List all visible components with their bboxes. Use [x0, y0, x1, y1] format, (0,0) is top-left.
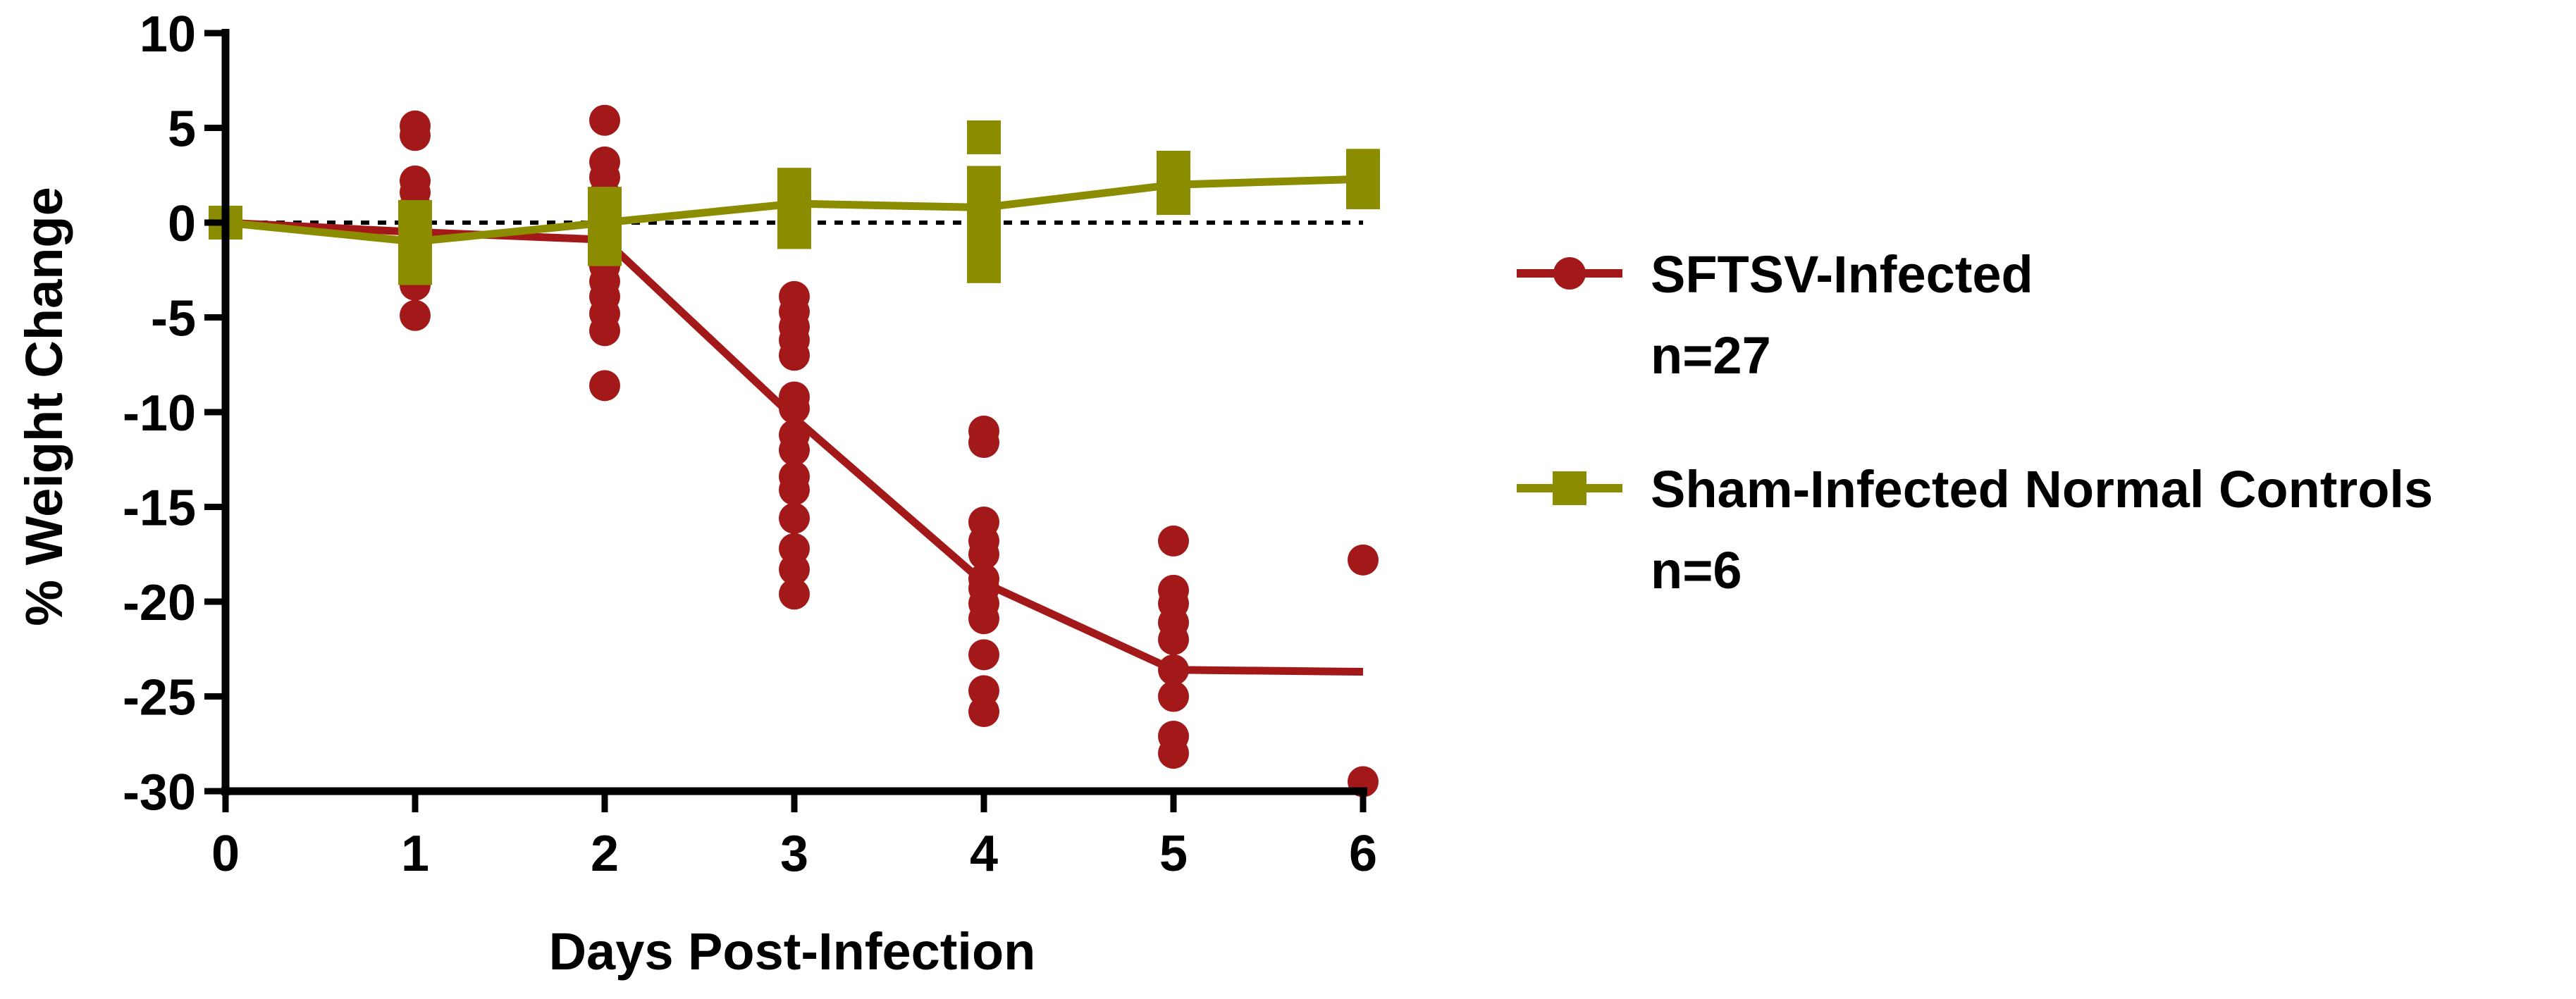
sham-data-point: [967, 249, 1001, 283]
y-tick-label: 10: [140, 6, 196, 63]
series-sham: [209, 120, 1380, 285]
y-tick-label: -10: [123, 385, 196, 442]
legend-item-sham: Sham-Infected Normal Controls n=6: [1517, 460, 2433, 600]
y-tick-label: -25: [123, 670, 196, 726]
y-tick-label: 0: [168, 196, 196, 252]
sftsv-data-point: [968, 639, 999, 671]
sftsv-data-point: [779, 340, 810, 371]
legend-item-sftsv: SFTSV-Infected n=27: [1517, 245, 2033, 385]
x-tick-label: 3: [780, 826, 808, 882]
sftsv-data-point: [1158, 525, 1189, 557]
sftsv-data-point: [968, 427, 999, 459]
legend-label-sftsv: SFTSV-Infected: [1651, 245, 2033, 304]
sham-data-point: [967, 120, 1001, 154]
y-tick-label: 5: [168, 101, 196, 158]
x-tick-label: 6: [1349, 826, 1377, 882]
sftsv-data-point: [779, 502, 810, 534]
plot-area: [209, 104, 1380, 798]
sftsv-data-point: [589, 104, 620, 136]
sftsv-data-point: [400, 299, 431, 331]
sftsv-data-point: [779, 554, 810, 585]
sham-data-point: [588, 232, 622, 266]
sftsv-data-point: [1158, 654, 1189, 685]
sftsv-data-point: [589, 315, 620, 347]
sftsv-data-point: [968, 603, 999, 635]
legend-n-sham: n=6: [1651, 541, 1742, 600]
sham-data-point: [398, 251, 432, 285]
axes: 10 5 0 -5 -10 -15 -20 -25 -30 0 1 2 3 4 5 6: [123, 6, 1377, 882]
x-tick-label: 4: [970, 826, 998, 882]
sftsv-data-point: [779, 578, 810, 610]
x-tick-label: 2: [591, 826, 619, 882]
sham-data-point: [967, 187, 1001, 221]
sftsv-data-point: [779, 434, 810, 466]
y-tick-label: -20: [123, 575, 196, 631]
sham-data-point: [777, 215, 811, 249]
sftsv-data-point: [400, 120, 431, 151]
sftsv-data-point: [779, 392, 810, 424]
legend-marker-sham: [1553, 471, 1586, 505]
sftsv-data-point: [779, 474, 810, 506]
sftsv-data-point: [968, 538, 999, 570]
x-axis-title: Days Post-Infection: [549, 922, 1036, 981]
y-tick-label: -30: [123, 764, 196, 821]
legend-marker-sftsv: [1553, 257, 1586, 290]
sftsv-data-point: [589, 370, 620, 402]
sftsv-data-point: [968, 696, 999, 728]
sham-data-point: [1157, 181, 1190, 216]
legend-n-sftsv: n=27: [1651, 326, 1771, 385]
sftsv-data-point: [1158, 623, 1189, 655]
sftsv-data-point: [1158, 681, 1189, 712]
legend-label-sham: Sham-Infected Normal Controls: [1651, 460, 2433, 519]
sftsv-data-point: [1348, 544, 1379, 576]
x-tick-label: 1: [401, 826, 429, 882]
legend: SFTSV-Infected n=27 Sham-Infected Normal…: [1517, 245, 2433, 600]
y-axis-title: % Weight Change: [15, 187, 73, 626]
sham-data-point: [1346, 175, 1380, 209]
x-tick-label: 5: [1159, 826, 1188, 882]
y-tick-label: -5: [151, 291, 196, 347]
x-tick-label: 0: [211, 826, 240, 882]
sftsv-data-point: [1158, 738, 1189, 769]
y-tick-label: -15: [123, 480, 196, 537]
